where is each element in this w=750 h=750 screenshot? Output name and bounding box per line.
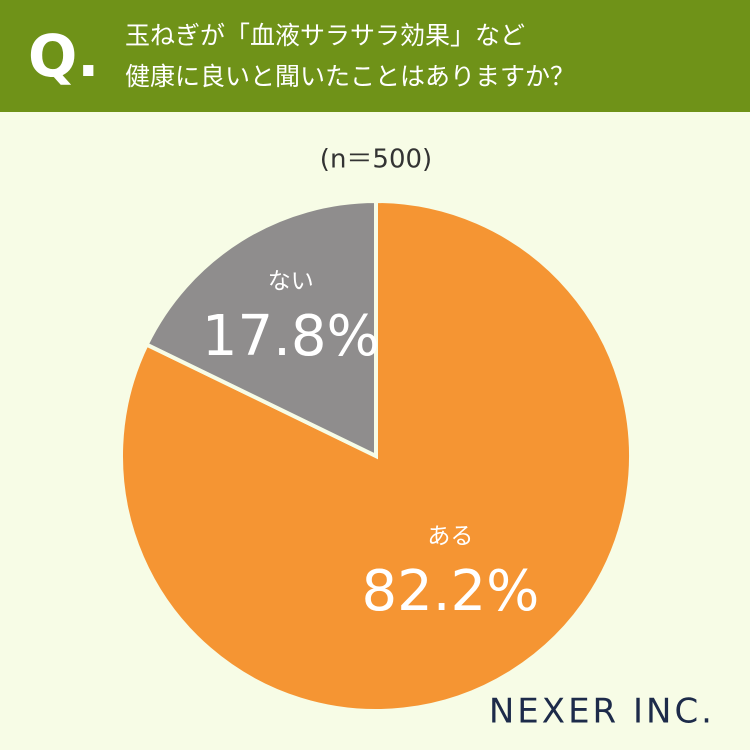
pie xyxy=(119,198,633,713)
title-line: 健康に良いと聞いたことはありますか？ xyxy=(125,62,575,91)
value-label: 17.8% xyxy=(202,304,380,369)
subtitle: (n＝500) xyxy=(320,145,432,175)
slice-label: ない xyxy=(268,268,314,294)
brand: NEXER INC. xyxy=(489,692,715,732)
value-label: 82.2% xyxy=(361,559,539,624)
header-band xyxy=(0,0,750,112)
title-line: 玉ねぎが「血液サラサラ効果」など xyxy=(125,21,525,50)
question-mark: Q. xyxy=(28,22,99,90)
pie-slice xyxy=(143,198,378,460)
slice-label: ある xyxy=(427,523,473,549)
